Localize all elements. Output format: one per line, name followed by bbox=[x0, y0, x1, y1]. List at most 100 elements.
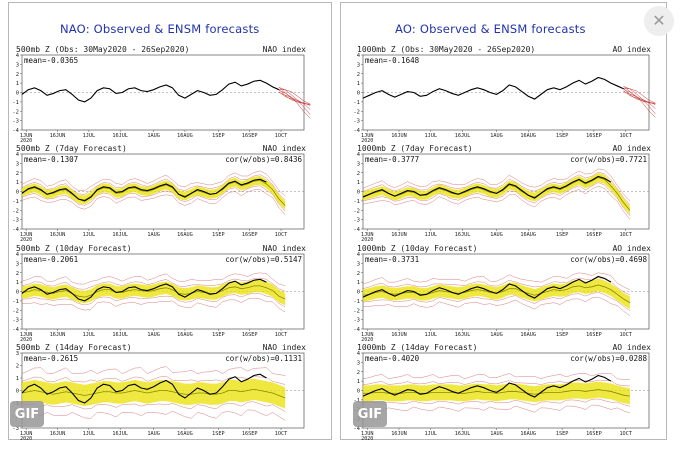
ensemble-spread-line bbox=[21, 170, 286, 197]
x-tick-label: 16SEP bbox=[586, 232, 602, 238]
panel-left-0: 500mb Z (Obs: 30May2020 - 26Sep2020) NAO … bbox=[12, 45, 311, 144]
ensemble-spread-line bbox=[362, 277, 631, 296]
x-tick-label: 16SEP bbox=[242, 133, 258, 139]
x-tick-label: 1JUL bbox=[83, 431, 96, 437]
x-tick-label: 1JUN bbox=[361, 431, 374, 437]
x-year-label: 2020 bbox=[20, 337, 32, 343]
y-tick-label: 1 bbox=[357, 81, 360, 87]
y-tick-label: 4 bbox=[16, 53, 20, 59]
x-tick-label: 1SEP bbox=[212, 232, 225, 238]
ensemble-spread-line bbox=[21, 401, 286, 412]
y-tick-label: 1 bbox=[357, 280, 360, 286]
ensemble-band bbox=[22, 175, 286, 210]
forecast-mean-line bbox=[21, 388, 286, 399]
y-tick-label: 0 bbox=[16, 389, 19, 395]
gif-badge-right[interactable]: GIF bbox=[353, 401, 387, 427]
x-year-label: 2020 bbox=[361, 138, 373, 144]
forecast-plume-line bbox=[623, 89, 656, 118]
y-tick-label: 2 bbox=[357, 370, 360, 376]
x-tick-label: 16SEP bbox=[586, 431, 602, 437]
x-tick-label: 1AUG bbox=[490, 332, 503, 338]
y-tick-label: -1 bbox=[12, 299, 19, 305]
y-tick-label: 2 bbox=[16, 171, 19, 177]
panel-right-1: 1000mb Z (7day Forecast) AO index 4 3 2 1 0 -1 -… bbox=[353, 144, 651, 243]
mean-label: mean=-0.1648 bbox=[365, 56, 420, 65]
x-tick-label: 1SEP bbox=[556, 133, 569, 139]
ensemble-spread-line bbox=[362, 172, 631, 205]
x-tick-label: 16AUG bbox=[177, 332, 193, 338]
y-tick-label: -2 bbox=[353, 308, 360, 314]
x-tick-label: 1AUG bbox=[147, 332, 160, 338]
panel-index-label: AO index bbox=[612, 343, 651, 352]
y-tick-label: 3 bbox=[357, 62, 360, 68]
panel-left-2: 500mb Z (10day Forecast) NAO index 4 3 2 1 0 -1… bbox=[12, 244, 306, 343]
ensemble-spread-line bbox=[21, 297, 286, 313]
observed-line bbox=[362, 175, 612, 199]
ensemble-spread-line bbox=[362, 182, 631, 216]
x-tick-label: 16JUN bbox=[391, 332, 407, 338]
panel-header: 1000mb Z (Obs: 30May2020 - 26Sep2020) bbox=[357, 45, 535, 54]
observed-line bbox=[21, 373, 267, 404]
y-tick-label: 3 bbox=[357, 360, 360, 366]
x-year-label: 2020 bbox=[20, 138, 32, 144]
panel-left-1: 500mb Z (7day Forecast) NAO index 4 3 2 1 0 -1 -… bbox=[12, 144, 306, 243]
y-tick-label: 4 bbox=[357, 152, 361, 158]
ensemble-spread-line bbox=[362, 168, 631, 202]
x-tick-label: 1JUL bbox=[83, 133, 96, 139]
x-tick-label: 1OCT bbox=[275, 332, 288, 338]
observed-line bbox=[21, 278, 267, 302]
panel-left-3: 500mb Z (14day Forecast)NAO index3210-1-… bbox=[12, 343, 306, 442]
x-tick-label: 16AUG bbox=[520, 232, 536, 238]
gif-badge-left[interactable]: GIF bbox=[10, 401, 44, 427]
nao-title: NAO: Observed & ENSM forecasts bbox=[60, 22, 260, 36]
x-tick-label: 1SEP bbox=[212, 133, 225, 139]
x-tick-label: 1JUN bbox=[20, 133, 33, 139]
y-tick-label: -3 bbox=[12, 119, 19, 125]
x-tick-label: 1AUG bbox=[147, 232, 160, 238]
ensemble-spread-line bbox=[362, 404, 630, 414]
y-tick-label: 0 bbox=[16, 91, 19, 97]
ensemble-spread-line bbox=[362, 272, 631, 290]
y-tick-label: -2 bbox=[353, 208, 360, 214]
ensemble-spread-line bbox=[362, 398, 630, 407]
y-tick-label: 4 bbox=[357, 53, 361, 59]
x-tick-label: 16JUL bbox=[455, 431, 471, 437]
x-tick-label: 1SEP bbox=[556, 232, 569, 238]
y-tick-label: 3 bbox=[16, 261, 19, 267]
cor-label: cor(w/obs)=0.1131 bbox=[225, 354, 302, 363]
panel-index-label: NAO index bbox=[263, 144, 307, 153]
mean-label: mean=-0.3777 bbox=[365, 155, 419, 164]
y-tick-label: -3 bbox=[353, 318, 360, 324]
y-tick-label: 4 bbox=[357, 252, 361, 258]
x-tick-label: 1JUN bbox=[20, 431, 33, 437]
x-tick-label: 16SEP bbox=[586, 133, 602, 139]
panel-right-0: 1000mb Z (Obs: 30May2020 - 26Sep2020) AO … bbox=[353, 45, 656, 144]
observed-line bbox=[21, 79, 280, 103]
close-icon[interactable]: ✕ bbox=[644, 6, 674, 36]
ensemble-spread-line bbox=[21, 189, 286, 215]
x-tick-label: 16JUL bbox=[455, 332, 471, 338]
y-tick-label: -4 bbox=[12, 128, 19, 134]
x-tick-label: 1AUG bbox=[490, 431, 503, 437]
observed-line bbox=[362, 374, 612, 398]
x-tick-label: 16AUG bbox=[177, 133, 193, 139]
mean-label: mean=-0.2061 bbox=[24, 255, 78, 264]
x-tick-label: 16JUN bbox=[391, 133, 407, 139]
x-tick-label: 16SEP bbox=[242, 332, 258, 338]
panel-index-label: NAO index bbox=[263, 343, 307, 352]
x-tick-label: 1SEP bbox=[556, 332, 569, 338]
x-tick-label: 1JUN bbox=[361, 232, 374, 238]
y-tick-label: -3 bbox=[353, 218, 360, 224]
ensemble-spread-line bbox=[21, 272, 286, 287]
y-tick-label: -1 bbox=[353, 299, 360, 305]
cor-label: cor(w/obs)=0.4698 bbox=[570, 255, 647, 264]
panel-index-label: AO index bbox=[612, 45, 651, 54]
y-tick-label: -3 bbox=[12, 218, 19, 224]
ensemble-spread-line bbox=[362, 292, 631, 311]
x-tick-label: 16JUL bbox=[112, 332, 128, 338]
panel-header: 500mb Z (10day Forecast) bbox=[16, 244, 132, 253]
cor-label: cor(w/obs)=0.0288 bbox=[570, 354, 647, 363]
y-tick-label: -1 bbox=[353, 398, 360, 404]
y-tick-label: 4 bbox=[16, 152, 20, 158]
